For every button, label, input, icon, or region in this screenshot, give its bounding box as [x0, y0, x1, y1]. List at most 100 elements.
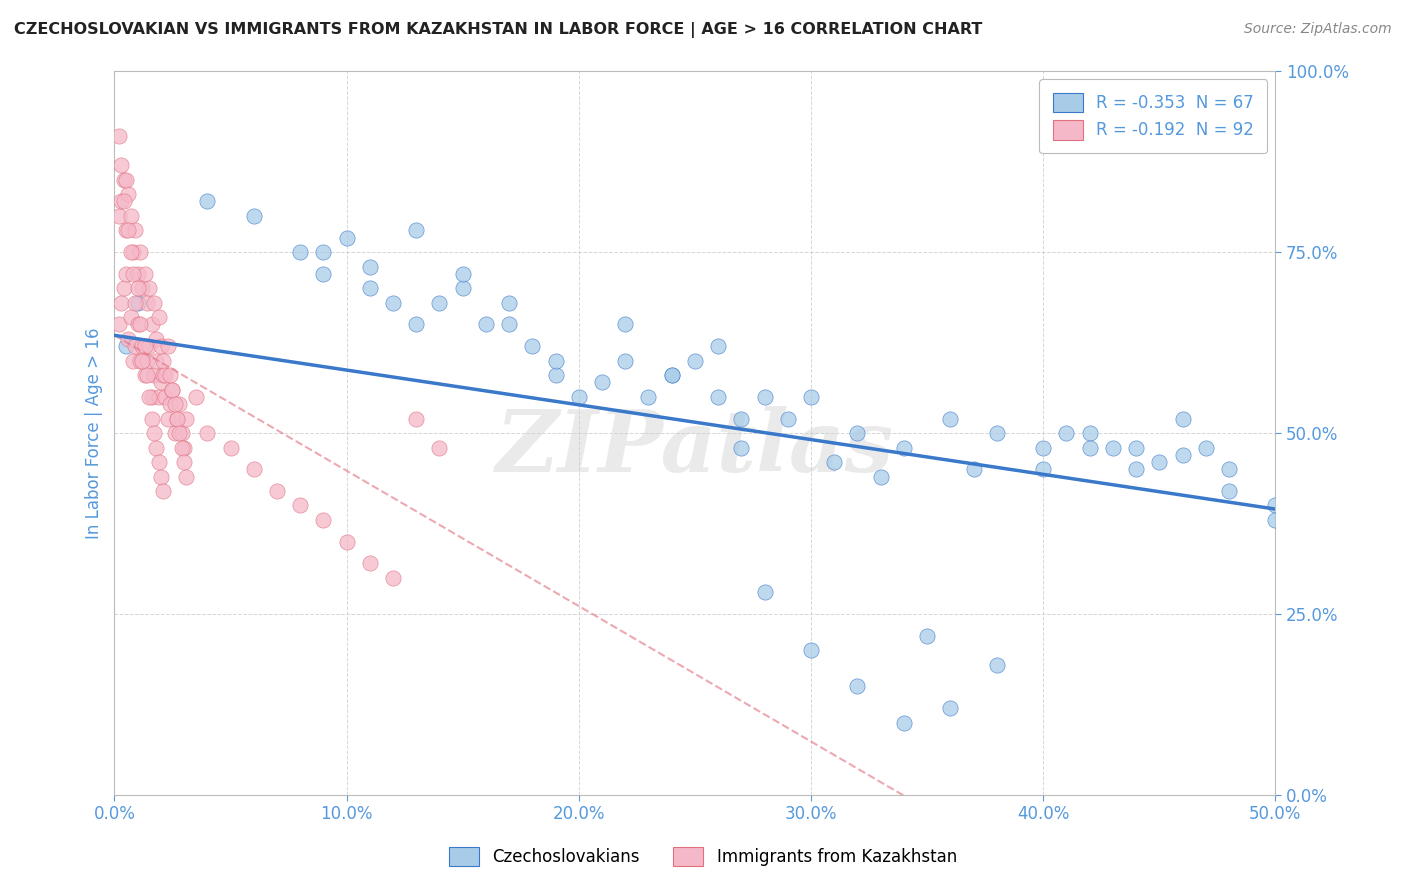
Point — [312, 245, 335, 260]
Point — [1078, 441, 1101, 455]
Text: ZIPatlas: ZIPatlas — [496, 406, 894, 490]
Point — [1149, 455, 1171, 469]
Point — [359, 557, 381, 571]
Point — [475, 318, 498, 332]
Point — [124, 295, 146, 310]
Point — [730, 411, 752, 425]
Point — [1171, 448, 1194, 462]
Point — [522, 339, 544, 353]
Point — [163, 425, 186, 440]
Point — [115, 267, 138, 281]
Point — [1125, 441, 1147, 455]
Point — [939, 701, 962, 715]
Point — [195, 425, 218, 440]
Point — [159, 397, 181, 411]
Point — [846, 680, 869, 694]
Point — [1195, 441, 1218, 455]
Point — [115, 339, 138, 353]
Point — [707, 390, 730, 404]
Point — [163, 397, 186, 411]
Point — [117, 223, 139, 237]
Point — [134, 368, 156, 383]
Point — [173, 441, 195, 455]
Point — [156, 339, 179, 353]
Point — [219, 441, 242, 455]
Point — [312, 513, 335, 527]
Point — [195, 194, 218, 209]
Point — [800, 643, 823, 657]
Point — [152, 353, 174, 368]
Point — [145, 332, 167, 346]
Point — [962, 462, 984, 476]
Point — [141, 318, 163, 332]
Point — [568, 390, 591, 404]
Point — [405, 223, 427, 237]
Point — [312, 267, 335, 281]
Point — [637, 390, 659, 404]
Point — [661, 368, 683, 383]
Point — [135, 295, 157, 310]
Point — [124, 223, 146, 237]
Point — [145, 441, 167, 455]
Point — [117, 332, 139, 346]
Point — [429, 441, 451, 455]
Point — [152, 483, 174, 498]
Point — [1171, 411, 1194, 425]
Point — [288, 499, 311, 513]
Point — [170, 441, 193, 455]
Point — [451, 267, 474, 281]
Point — [149, 339, 172, 353]
Point — [730, 441, 752, 455]
Point — [1102, 441, 1125, 455]
Point — [122, 245, 145, 260]
Point — [145, 353, 167, 368]
Point — [498, 318, 520, 332]
Point — [242, 209, 264, 223]
Point — [707, 339, 730, 353]
Point — [142, 425, 165, 440]
Point — [110, 295, 132, 310]
Point — [614, 353, 637, 368]
Point — [893, 441, 915, 455]
Point — [142, 295, 165, 310]
Point — [405, 318, 427, 332]
Point — [110, 194, 132, 209]
Y-axis label: In Labor Force | Age > 16: In Labor Force | Age > 16 — [86, 327, 103, 539]
Point — [122, 353, 145, 368]
Point — [169, 397, 191, 411]
Point — [1078, 425, 1101, 440]
Point — [359, 260, 381, 274]
Legend: R = -0.353  N = 67, R = -0.192  N = 92: R = -0.353 N = 67, R = -0.192 N = 92 — [1039, 79, 1267, 153]
Point — [156, 411, 179, 425]
Point — [112, 281, 135, 295]
Point — [152, 368, 174, 383]
Point — [382, 571, 405, 585]
Legend: Czechoslovakians, Immigrants from Kazakhstan: Czechoslovakians, Immigrants from Kazakh… — [436, 833, 970, 880]
Point — [382, 295, 405, 310]
Point — [124, 339, 146, 353]
Point — [405, 411, 427, 425]
Point — [138, 281, 160, 295]
Point — [112, 194, 135, 209]
Point — [544, 368, 567, 383]
Point — [127, 318, 149, 332]
Point — [359, 281, 381, 295]
Point — [112, 172, 135, 186]
Point — [1264, 499, 1286, 513]
Point — [166, 411, 188, 425]
Point — [120, 310, 142, 325]
Point — [148, 390, 170, 404]
Point — [155, 368, 177, 383]
Point — [176, 469, 198, 483]
Text: Source: ZipAtlas.com: Source: ZipAtlas.com — [1244, 22, 1392, 37]
Point — [288, 245, 311, 260]
Point — [800, 390, 823, 404]
Point — [1264, 513, 1286, 527]
Point — [135, 353, 157, 368]
Point — [176, 411, 198, 425]
Point — [148, 310, 170, 325]
Point — [149, 469, 172, 483]
Point — [115, 172, 138, 186]
Point — [683, 353, 706, 368]
Point — [127, 295, 149, 310]
